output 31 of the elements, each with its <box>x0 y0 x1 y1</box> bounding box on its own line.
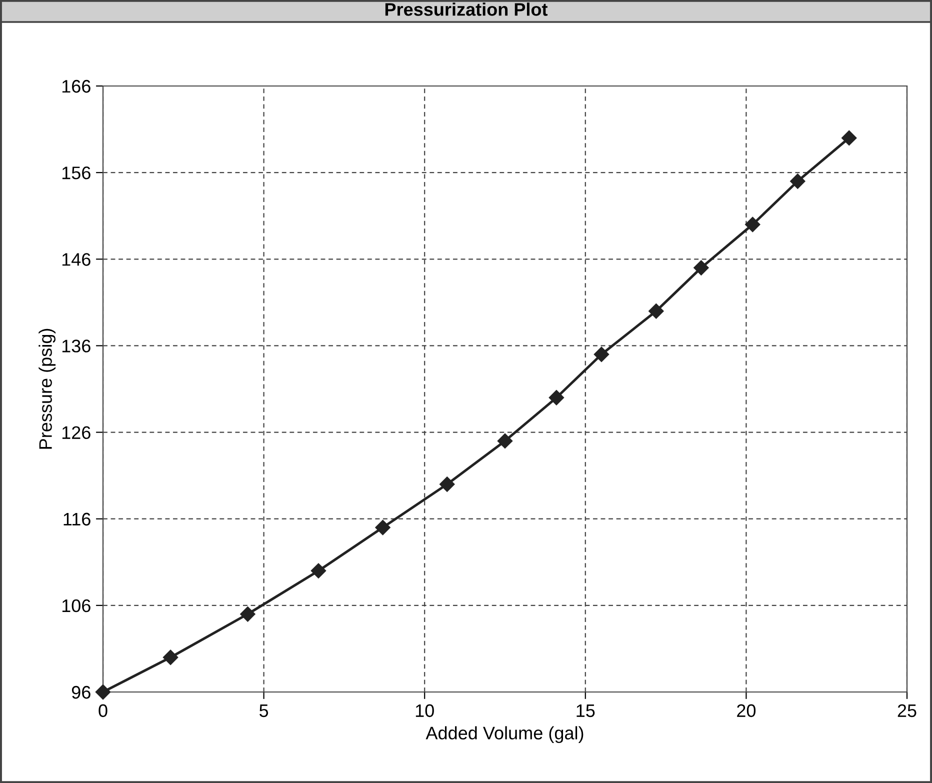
y-tick-label: 96 <box>72 686 90 699</box>
x-tick-label: 25 <box>898 704 916 718</box>
y-tick-label: 156 <box>62 166 90 180</box>
y-tick-label: 146 <box>62 253 90 266</box>
chart-title: Pressurization Plot <box>385 2 548 16</box>
y-tick-label: 166 <box>62 80 90 93</box>
y-tick-label: 126 <box>62 426 90 440</box>
x-tick-label: 5 <box>260 704 268 718</box>
point <box>240 606 256 622</box>
point <box>375 520 390 536</box>
x-tick-label: 10 <box>416 704 434 718</box>
point <box>842 130 857 146</box>
x-tick-label: 20 <box>737 704 756 718</box>
x-tick-label: 15 <box>576 704 595 718</box>
point <box>648 304 664 319</box>
point <box>95 684 111 700</box>
point <box>497 433 513 449</box>
point <box>745 216 760 232</box>
point <box>440 476 455 492</box>
point <box>594 346 610 362</box>
point <box>548 390 564 406</box>
y-tick-label: 136 <box>62 340 90 352</box>
point <box>310 563 326 578</box>
point <box>694 260 709 276</box>
point <box>162 650 178 665</box>
point <box>790 174 806 189</box>
y-axis-title: Pressure (psig) <box>38 328 56 449</box>
y-tick-label: 106 <box>62 599 90 612</box>
y-tick-label: 116 <box>64 512 90 526</box>
x-axis-title: Added Volume (gal) <box>426 726 584 744</box>
x-tick-label: 0 <box>98 704 108 718</box>
